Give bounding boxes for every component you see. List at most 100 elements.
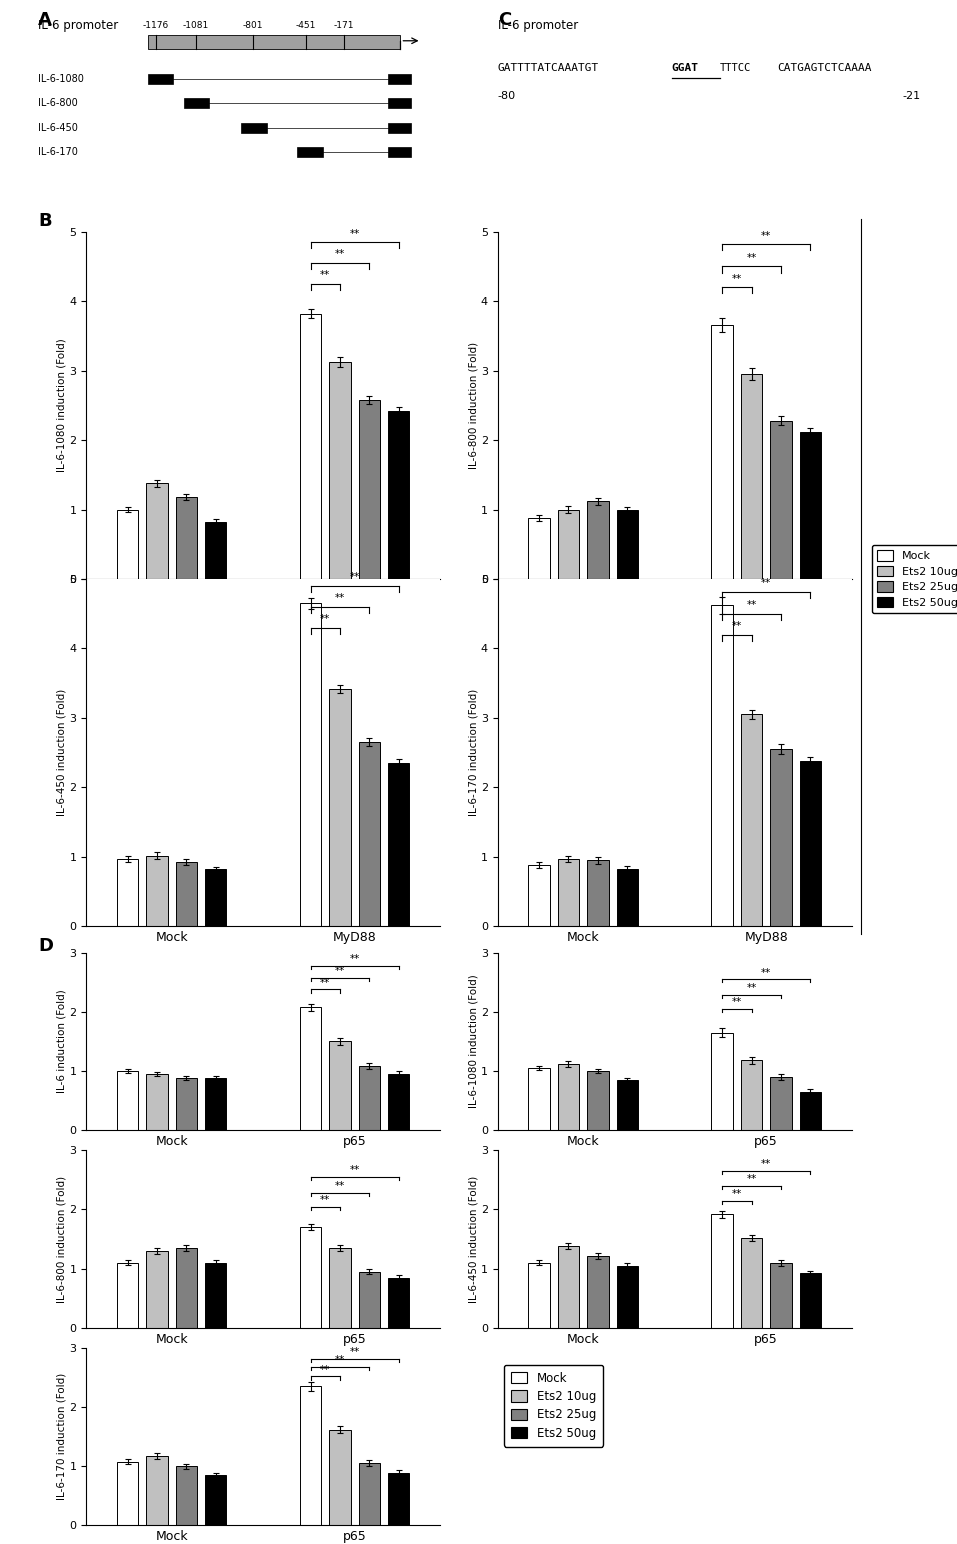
- Text: -1176: -1176: [143, 22, 169, 31]
- Bar: [800, 1092, 821, 1130]
- Y-axis label: IL-6-450 induction (Fold): IL-6-450 induction (Fold): [56, 689, 66, 817]
- Bar: [741, 374, 762, 579]
- Bar: [146, 855, 167, 926]
- Y-axis label: IL-6-170 induction (Fold): IL-6-170 induction (Fold): [56, 1373, 66, 1501]
- Text: C: C: [498, 11, 511, 29]
- Text: A: A: [38, 11, 52, 29]
- Bar: [741, 1061, 762, 1130]
- Text: CATGAGTCTCAAAA: CATGAGTCTCAAAA: [777, 63, 872, 73]
- Bar: [205, 522, 227, 579]
- Text: **: **: [321, 1195, 330, 1204]
- Bar: [205, 1263, 227, 1328]
- Bar: [741, 1238, 762, 1328]
- Bar: [146, 1075, 167, 1130]
- Text: **: **: [761, 1160, 771, 1169]
- Bar: [298, 147, 323, 157]
- Bar: [176, 862, 197, 926]
- Legend: Mock, Ets2 10ug, Ets2 25ug, Ets2 50ug: Mock, Ets2 10ug, Ets2 25ug, Ets2 50ug: [503, 1365, 603, 1447]
- Text: **: **: [349, 954, 360, 963]
- Bar: [770, 1078, 791, 1130]
- Bar: [528, 1068, 549, 1130]
- Bar: [300, 1387, 322, 1525]
- Text: **: **: [732, 273, 742, 284]
- Bar: [117, 1072, 138, 1130]
- Text: **: **: [321, 615, 330, 624]
- Bar: [711, 1214, 733, 1328]
- Bar: [205, 869, 227, 926]
- Text: -171: -171: [333, 22, 354, 31]
- Bar: [359, 1067, 380, 1130]
- Bar: [241, 124, 266, 133]
- Bar: [388, 147, 411, 157]
- Text: **: **: [732, 621, 742, 631]
- Text: **: **: [335, 965, 345, 976]
- Bar: [558, 858, 579, 926]
- Text: **: **: [746, 1173, 757, 1184]
- Bar: [616, 1079, 638, 1130]
- Bar: [711, 1033, 733, 1130]
- Bar: [329, 1430, 350, 1525]
- Text: IL-6 promoter: IL-6 promoter: [38, 20, 119, 32]
- Text: D: D: [38, 937, 54, 956]
- Bar: [147, 74, 173, 83]
- Bar: [588, 502, 609, 579]
- Bar: [558, 510, 579, 579]
- Bar: [558, 1246, 579, 1328]
- Text: **: **: [732, 1189, 742, 1198]
- Bar: [388, 124, 411, 133]
- Bar: [329, 1041, 350, 1130]
- Bar: [329, 363, 350, 579]
- Bar: [616, 869, 638, 926]
- Text: **: **: [349, 229, 360, 239]
- Bar: [388, 74, 411, 83]
- Bar: [389, 1277, 410, 1328]
- Bar: [616, 510, 638, 579]
- Bar: [117, 1263, 138, 1328]
- Text: -451: -451: [296, 22, 316, 31]
- Bar: [588, 860, 609, 926]
- Bar: [117, 510, 138, 579]
- Text: -801: -801: [243, 22, 263, 31]
- Bar: [184, 99, 209, 108]
- Y-axis label: IL-6-1080 induction (Fold): IL-6-1080 induction (Fold): [56, 338, 66, 472]
- Bar: [147, 36, 400, 49]
- Legend: Mock, Ets2 10ug, Ets2 25ug, Ets2 50ug: Mock, Ets2 10ug, Ets2 25ug, Ets2 50ug: [872, 545, 957, 613]
- Text: -1081: -1081: [183, 22, 210, 31]
- Bar: [300, 604, 322, 926]
- Bar: [300, 1227, 322, 1328]
- Bar: [741, 715, 762, 926]
- Text: **: **: [761, 968, 771, 977]
- Bar: [389, 1473, 410, 1525]
- Bar: [329, 1248, 350, 1328]
- Text: **: **: [349, 1346, 360, 1357]
- Bar: [711, 605, 733, 926]
- Bar: [176, 1078, 197, 1130]
- Bar: [359, 1464, 380, 1525]
- Text: IL-6 promoter: IL-6 promoter: [498, 20, 578, 32]
- Bar: [800, 761, 821, 926]
- Bar: [528, 865, 549, 926]
- Text: **: **: [746, 601, 757, 610]
- Bar: [117, 1462, 138, 1525]
- Bar: [528, 1263, 549, 1328]
- Text: -80: -80: [498, 91, 516, 102]
- Bar: [329, 689, 350, 926]
- Bar: [300, 1007, 322, 1130]
- Bar: [389, 763, 410, 926]
- Bar: [616, 1266, 638, 1328]
- Text: **: **: [761, 577, 771, 588]
- Y-axis label: IL-6-1080 induction (Fold): IL-6-1080 induction (Fold): [468, 974, 478, 1109]
- Text: **: **: [335, 1181, 345, 1190]
- Text: **: **: [321, 270, 330, 281]
- Text: **: **: [335, 250, 345, 259]
- Text: IL-6-450: IL-6-450: [38, 122, 78, 133]
- Text: GATTTTATCAAATGT: GATTTTATCAAATGT: [498, 63, 599, 73]
- Bar: [300, 313, 322, 579]
- Text: **: **: [746, 984, 757, 993]
- Text: **: **: [349, 573, 360, 582]
- Bar: [146, 1251, 167, 1328]
- Text: **: **: [732, 997, 742, 1007]
- Text: GGAT: GGAT: [672, 63, 699, 73]
- Bar: [359, 400, 380, 579]
- Bar: [770, 420, 791, 579]
